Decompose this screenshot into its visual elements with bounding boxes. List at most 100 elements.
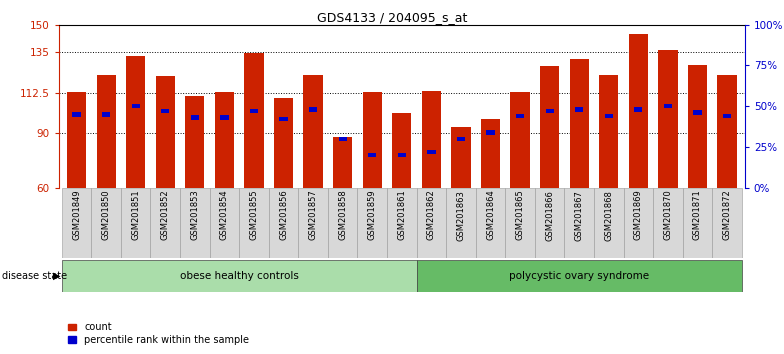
Text: GSM201857: GSM201857 bbox=[309, 190, 318, 240]
Bar bbox=[185, 96, 205, 188]
Bar bbox=[215, 92, 234, 188]
Text: GSM201862: GSM201862 bbox=[426, 190, 436, 240]
Text: GSM201849: GSM201849 bbox=[72, 190, 81, 240]
Bar bbox=[220, 115, 228, 120]
Bar bbox=[664, 104, 672, 108]
Bar bbox=[151, 188, 180, 258]
Legend: count, percentile rank within the sample: count, percentile rank within the sample bbox=[64, 319, 253, 349]
Bar bbox=[506, 188, 535, 258]
Bar bbox=[368, 153, 376, 157]
Text: GSM201858: GSM201858 bbox=[338, 190, 347, 240]
Bar bbox=[546, 109, 554, 113]
Bar bbox=[564, 188, 594, 258]
Bar bbox=[62, 188, 91, 258]
Text: disease state: disease state bbox=[2, 271, 67, 281]
Bar bbox=[570, 59, 589, 188]
Bar bbox=[209, 188, 239, 258]
Bar bbox=[191, 115, 199, 120]
Bar bbox=[717, 75, 737, 188]
Text: GSM201869: GSM201869 bbox=[633, 190, 643, 240]
Bar bbox=[72, 112, 81, 116]
Bar bbox=[713, 188, 742, 258]
Text: GSM201871: GSM201871 bbox=[693, 190, 702, 240]
Bar bbox=[604, 114, 613, 118]
Bar bbox=[683, 188, 713, 258]
Bar bbox=[634, 107, 643, 112]
Bar bbox=[132, 104, 140, 108]
Text: GSM201870: GSM201870 bbox=[663, 190, 673, 240]
Text: GSM201855: GSM201855 bbox=[249, 190, 259, 240]
Bar bbox=[126, 56, 145, 188]
Bar bbox=[62, 260, 416, 292]
Bar bbox=[303, 75, 323, 188]
Bar bbox=[180, 188, 209, 258]
Bar bbox=[121, 188, 151, 258]
Bar bbox=[363, 92, 382, 188]
Text: GSM201867: GSM201867 bbox=[575, 190, 584, 241]
Bar bbox=[575, 107, 583, 112]
Bar bbox=[540, 67, 559, 188]
Bar bbox=[67, 92, 86, 188]
Bar bbox=[486, 130, 495, 135]
Bar bbox=[274, 98, 293, 188]
Text: obese healthy controls: obese healthy controls bbox=[180, 271, 299, 281]
Bar bbox=[358, 188, 387, 258]
Bar bbox=[161, 109, 169, 113]
Bar bbox=[96, 75, 116, 188]
Text: GSM201863: GSM201863 bbox=[456, 190, 466, 241]
Bar bbox=[239, 188, 269, 258]
Text: GSM201856: GSM201856 bbox=[279, 190, 288, 240]
Text: GSM201851: GSM201851 bbox=[131, 190, 140, 240]
Text: GSM201872: GSM201872 bbox=[723, 190, 731, 240]
Bar bbox=[333, 137, 352, 188]
Text: GSM201859: GSM201859 bbox=[368, 190, 377, 240]
Bar bbox=[446, 188, 476, 258]
Text: GSM201853: GSM201853 bbox=[191, 190, 199, 240]
Bar bbox=[510, 92, 530, 188]
Bar bbox=[723, 114, 731, 118]
Bar bbox=[328, 188, 358, 258]
Text: GSM201852: GSM201852 bbox=[161, 190, 170, 240]
Bar bbox=[476, 188, 506, 258]
Bar bbox=[481, 119, 500, 188]
Bar bbox=[309, 107, 318, 112]
Text: GDS4133 / 204095_s_at: GDS4133 / 204095_s_at bbox=[317, 11, 467, 24]
Bar bbox=[156, 76, 175, 188]
Text: GSM201868: GSM201868 bbox=[604, 190, 613, 241]
Bar bbox=[298, 188, 328, 258]
Bar bbox=[457, 137, 465, 141]
Bar bbox=[250, 109, 258, 113]
Bar bbox=[599, 75, 619, 188]
Bar bbox=[102, 112, 111, 116]
Bar bbox=[452, 127, 470, 188]
Bar bbox=[659, 50, 677, 188]
Text: GSM201864: GSM201864 bbox=[486, 190, 495, 240]
Bar bbox=[416, 260, 742, 292]
Bar bbox=[279, 117, 288, 121]
Bar bbox=[416, 188, 446, 258]
Bar bbox=[594, 188, 623, 258]
Bar bbox=[653, 188, 683, 258]
Bar bbox=[397, 153, 406, 157]
Bar bbox=[422, 91, 441, 188]
Bar bbox=[427, 149, 435, 154]
Bar bbox=[623, 188, 653, 258]
Bar bbox=[693, 110, 702, 115]
Text: GSM201865: GSM201865 bbox=[516, 190, 524, 240]
Text: ▶: ▶ bbox=[53, 271, 61, 281]
Text: GSM201866: GSM201866 bbox=[545, 190, 554, 241]
Text: GSM201854: GSM201854 bbox=[220, 190, 229, 240]
Bar bbox=[387, 188, 416, 258]
Text: polycystic ovary syndrome: polycystic ovary syndrome bbox=[509, 271, 649, 281]
Bar bbox=[91, 188, 121, 258]
Bar bbox=[269, 188, 298, 258]
Bar bbox=[629, 34, 648, 188]
Bar bbox=[245, 53, 263, 188]
Bar bbox=[688, 64, 707, 188]
Bar bbox=[516, 114, 524, 118]
Text: GSM201850: GSM201850 bbox=[102, 190, 111, 240]
Bar bbox=[535, 188, 564, 258]
Bar bbox=[339, 137, 347, 141]
Text: GSM201861: GSM201861 bbox=[397, 190, 406, 240]
Bar bbox=[392, 113, 412, 188]
